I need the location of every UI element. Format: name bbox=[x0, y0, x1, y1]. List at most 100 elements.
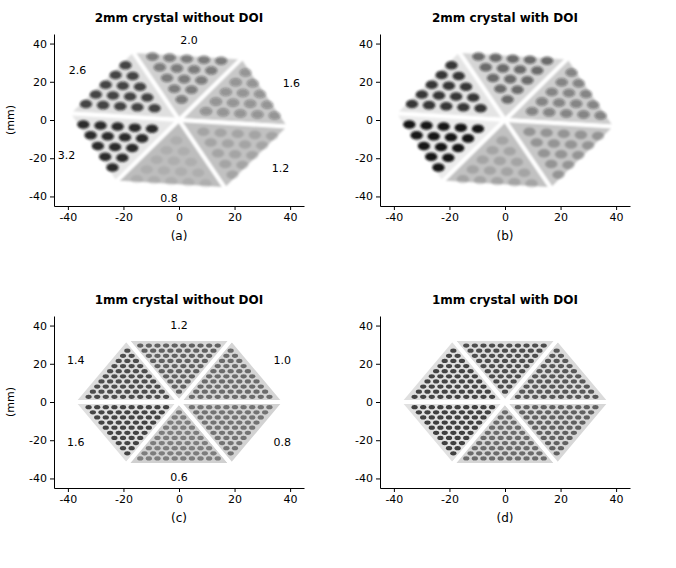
crystal-spot bbox=[532, 374, 538, 378]
crystal-spot bbox=[232, 415, 238, 419]
tick: 20 bbox=[33, 358, 54, 371]
crystal-spot bbox=[554, 451, 560, 455]
crystal-spot bbox=[489, 395, 495, 399]
crystal-spot bbox=[116, 431, 122, 435]
crystal-spot bbox=[424, 410, 430, 414]
crystal-spot bbox=[193, 451, 199, 455]
crystal-spot bbox=[154, 446, 160, 450]
crystal-spot bbox=[232, 446, 238, 450]
crystal-spot bbox=[197, 446, 203, 450]
crystal-spot bbox=[126, 144, 138, 153]
axis-line bbox=[380, 35, 381, 207]
crystal-spot bbox=[98, 379, 104, 383]
crystal-spot bbox=[258, 405, 264, 409]
crystal-spot bbox=[524, 55, 536, 64]
sector bbox=[179, 402, 285, 465]
crystal-spot bbox=[210, 410, 216, 414]
axis-line bbox=[380, 317, 381, 489]
crystal-spot bbox=[450, 410, 456, 414]
tick-mark bbox=[376, 120, 380, 121]
crystal-spot bbox=[552, 170, 564, 179]
crystal-spot bbox=[446, 436, 452, 440]
tick-mark bbox=[50, 440, 54, 441]
crystal-spot bbox=[163, 53, 175, 62]
crystal-spot bbox=[429, 374, 435, 378]
crystal-spot bbox=[506, 384, 512, 388]
crystal-spot bbox=[558, 395, 564, 399]
crystal-spot bbox=[457, 175, 469, 184]
crystal-spot bbox=[228, 359, 234, 363]
crystal-spot bbox=[137, 415, 143, 419]
tick-label: 40 bbox=[610, 493, 624, 506]
crystal-spot bbox=[163, 405, 169, 409]
tick: -40 bbox=[355, 190, 380, 203]
sector bbox=[452, 339, 558, 402]
crystal-spot bbox=[536, 410, 542, 414]
crystal-spot bbox=[450, 420, 456, 424]
crystal-spot bbox=[219, 160, 231, 169]
crystal-spot bbox=[189, 426, 195, 430]
crystal-spot bbox=[420, 395, 426, 399]
crystal-spot bbox=[141, 431, 147, 435]
crystal-spot bbox=[107, 410, 113, 414]
crystal-spot bbox=[185, 379, 191, 383]
crystal-spot bbox=[472, 415, 478, 419]
sector-label: 0.8 bbox=[273, 436, 291, 449]
sectors bbox=[68, 51, 289, 190]
crystal-spot bbox=[141, 369, 147, 373]
crystal-spot bbox=[131, 103, 143, 112]
axis-title: (mm) bbox=[4, 105, 17, 135]
tick-label: 0 bbox=[40, 114, 47, 127]
crystal-spot bbox=[443, 81, 455, 90]
crystal-spot bbox=[124, 369, 130, 373]
crystal-spot bbox=[103, 395, 109, 399]
crystal-spot bbox=[94, 405, 100, 409]
crystal-spot bbox=[502, 441, 508, 445]
panel-title: 2mm crystal without DOI bbox=[95, 11, 263, 25]
crystal-spot bbox=[197, 415, 203, 419]
crystal-spot bbox=[459, 420, 465, 424]
crystal-spot bbox=[92, 142, 104, 151]
crystal-spot bbox=[592, 132, 604, 141]
crystal-spot bbox=[519, 451, 525, 455]
crystal-spot bbox=[494, 85, 506, 94]
crystal-spot bbox=[116, 379, 122, 383]
crystal-spot bbox=[521, 76, 533, 85]
crystal-spot bbox=[214, 129, 226, 138]
crystal-spot bbox=[240, 364, 246, 368]
crystal-spot bbox=[245, 369, 251, 373]
axis-line bbox=[54, 35, 55, 207]
crystal-spot bbox=[562, 441, 568, 445]
crystal-spot bbox=[571, 379, 577, 383]
tick: 40 bbox=[610, 488, 624, 506]
crystal-spot bbox=[562, 420, 568, 424]
crystal-spot bbox=[176, 349, 182, 353]
tick-label: 0 bbox=[176, 493, 183, 506]
crystal-spot bbox=[433, 91, 445, 100]
crystal-spot bbox=[504, 75, 516, 84]
crystal-spot bbox=[545, 431, 551, 435]
tick-mark bbox=[50, 158, 54, 159]
crystal-spot bbox=[240, 384, 246, 388]
crystal-spot bbox=[463, 374, 469, 378]
crystal-spot bbox=[549, 354, 555, 358]
tick-label: 40 bbox=[359, 38, 373, 51]
crystal-spot bbox=[251, 110, 263, 119]
crystal-spot bbox=[536, 431, 542, 435]
crystal-spot bbox=[133, 420, 139, 424]
tick-mark bbox=[376, 44, 380, 45]
crystal-spot bbox=[463, 456, 469, 460]
crystal-spot bbox=[545, 359, 551, 363]
tick: -40 bbox=[385, 206, 403, 224]
crystal-spot bbox=[119, 61, 131, 70]
crystal-spot bbox=[189, 354, 195, 358]
crystal-spot bbox=[163, 446, 169, 450]
crystal-spot bbox=[511, 86, 523, 95]
tick-mark bbox=[561, 206, 562, 210]
crystal-spot bbox=[215, 415, 221, 419]
tick: -20 bbox=[29, 434, 54, 447]
crystal-spot bbox=[485, 390, 491, 394]
crystal-spot bbox=[523, 128, 535, 137]
crystal-spot bbox=[195, 76, 207, 85]
crystal-spot bbox=[463, 426, 469, 430]
